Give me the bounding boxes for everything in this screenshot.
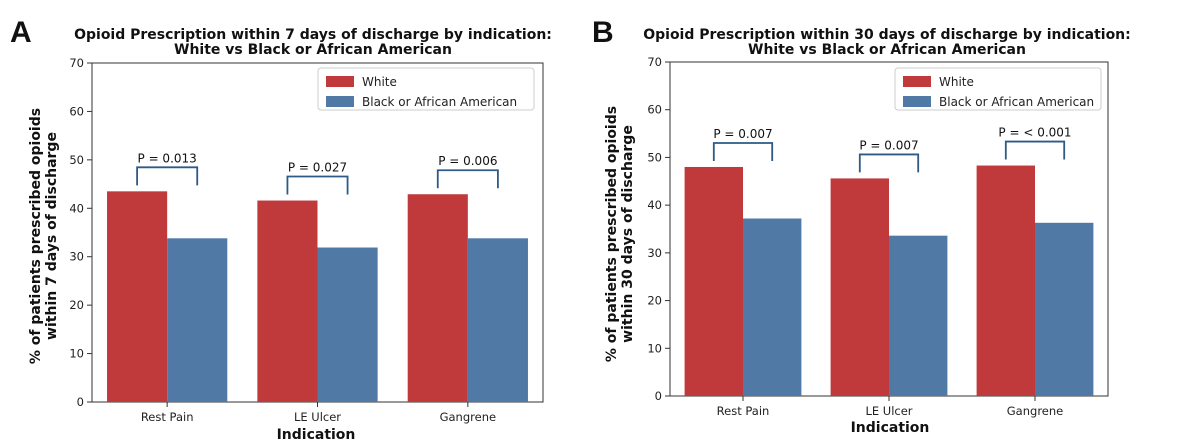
p-value-label: P = 0.027 bbox=[288, 161, 347, 175]
significance-bracket bbox=[136, 166, 199, 186]
chart-title-line-1: Opioid Prescription within 7 days of dis… bbox=[74, 27, 552, 43]
significance-bracket bbox=[1004, 140, 1066, 160]
chart-title-line-1: Opioid Prescription within 30 days of di… bbox=[643, 27, 1131, 43]
y-tick-label: 50 bbox=[69, 153, 84, 167]
bar-black-3 bbox=[1035, 222, 1094, 396]
y-tick-label: 10 bbox=[647, 341, 662, 355]
bar-black-2 bbox=[889, 235, 948, 396]
significance-bracket bbox=[712, 142, 774, 161]
legend-label: White bbox=[362, 75, 397, 89]
y-axis-label-line-1: % of patients prescribed opioids bbox=[28, 108, 44, 364]
bar-white-1 bbox=[107, 191, 168, 402]
y-tick-label: 40 bbox=[69, 201, 84, 215]
x-tick-label: Gangrene bbox=[440, 410, 496, 424]
legend-swatch bbox=[326, 96, 354, 107]
significance-bracket bbox=[436, 169, 499, 189]
y-tick-label: 60 bbox=[647, 103, 662, 117]
y-axis-label-line-2: within 7 days of discharge bbox=[44, 132, 60, 340]
y-tick-label: 0 bbox=[77, 395, 84, 409]
y-tick-label: 50 bbox=[647, 150, 662, 164]
plot-area: 0 10 20 30 40 50 60 70 Rest Pain P = 0.007 LE Ulce… bbox=[647, 55, 1109, 418]
y-tick-label: 60 bbox=[69, 104, 84, 118]
legend-label: White bbox=[939, 75, 974, 89]
y-tick-label: 70 bbox=[69, 56, 84, 70]
bar-white-3 bbox=[976, 165, 1035, 396]
bar-black-3 bbox=[467, 238, 528, 402]
y-axis-label: % of patients prescribed opioids within … bbox=[604, 106, 636, 362]
bar-black-2 bbox=[317, 247, 378, 402]
panel-label: B bbox=[592, 16, 614, 49]
y-tick-label: 40 bbox=[647, 198, 662, 212]
y-tick-label: 30 bbox=[647, 246, 662, 260]
bar-white-2 bbox=[257, 200, 318, 402]
legend-label: Black or African American bbox=[939, 95, 1094, 109]
chart-title-line-2: White vs Black or African American bbox=[748, 42, 1026, 58]
legend-swatch bbox=[903, 96, 931, 107]
p-value-label: P = 0.013 bbox=[138, 151, 197, 165]
y-tick-label: 70 bbox=[647, 55, 662, 69]
plot-area: 0 10 20 30 40 50 60 70 Rest Pain P = 0.013 LE Ulce… bbox=[69, 56, 544, 424]
y-tick-label: 0 bbox=[655, 389, 662, 403]
y-tick-label: 10 bbox=[69, 347, 84, 361]
chart-panel-a: A Opioid Prescription within 7 days of d… bbox=[0, 0, 590, 441]
y-axis-label-line-1: % of patients prescribed opioids bbox=[604, 106, 620, 362]
legend-swatch bbox=[326, 76, 354, 87]
x-tick-label: Rest Pain bbox=[141, 410, 194, 424]
y-tick-label: 30 bbox=[69, 250, 84, 264]
chart-a-svg: A Opioid Prescription within 7 days of d… bbox=[10, 16, 552, 441]
panel-label: A bbox=[10, 16, 32, 49]
y-tick-label: 20 bbox=[647, 294, 662, 308]
p-value-label: P = 0.007 bbox=[859, 138, 918, 152]
legend-box bbox=[317, 67, 535, 111]
y-tick-label: 20 bbox=[69, 298, 84, 312]
p-value-label: P = < 0.001 bbox=[998, 126, 1071, 140]
bar-white-2 bbox=[830, 178, 889, 396]
x-tick-label: LE Ulcer bbox=[294, 410, 341, 424]
significance-bracket bbox=[286, 175, 349, 195]
y-axis-label-line-2: within 30 days of discharge bbox=[620, 125, 636, 343]
legend-box bbox=[894, 67, 1102, 111]
y-axis-label: % of patients prescribed opioids within … bbox=[28, 108, 60, 364]
significance-bracket bbox=[858, 153, 920, 173]
x-tick-label: Rest Pain bbox=[717, 404, 770, 418]
legend-label: Black or African American bbox=[362, 95, 517, 109]
p-value-label: P = 0.007 bbox=[713, 127, 772, 141]
x-tick-label: Gangrene bbox=[1007, 404, 1063, 418]
bar-black-1 bbox=[743, 218, 802, 396]
x-axis-label: Indication bbox=[851, 420, 930, 436]
bar-white-3 bbox=[407, 194, 468, 402]
bar-black-1 bbox=[167, 238, 228, 402]
bar-white-1 bbox=[684, 166, 743, 396]
chart-title-line-2: White vs Black or African American bbox=[174, 42, 452, 58]
p-value-label: P = 0.006 bbox=[438, 154, 497, 168]
x-tick-label: LE Ulcer bbox=[865, 404, 912, 418]
x-axis-label: Indication bbox=[277, 427, 356, 441]
legend-swatch bbox=[903, 76, 931, 87]
chart-b-svg: B Opioid Prescription within 30 days of … bbox=[592, 16, 1131, 436]
chart-panel-b: B Opioid Prescription within 30 days of … bbox=[590, 0, 1200, 441]
